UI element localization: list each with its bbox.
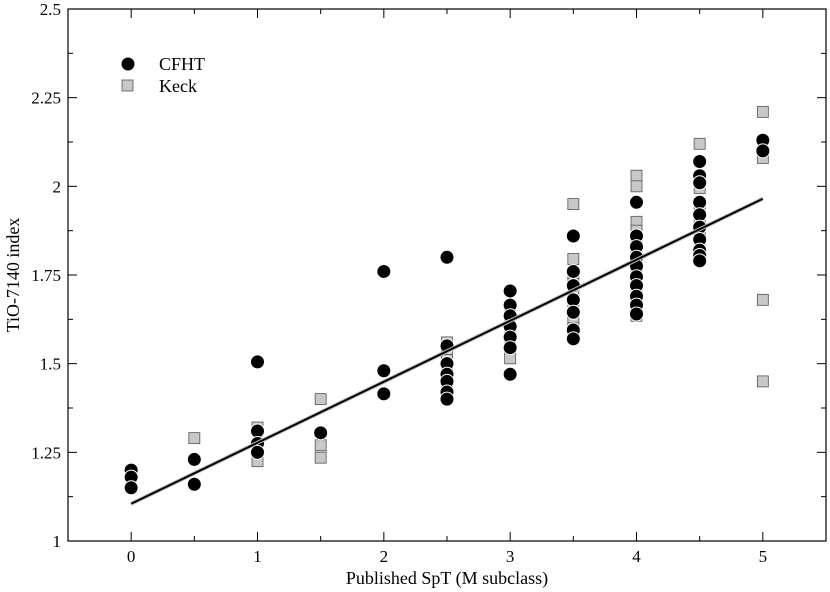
y-tick-label: 2 [53, 177, 62, 196]
legend: CFHT Keck [120, 54, 205, 96]
keck-point [756, 375, 769, 388]
cfht-point [502, 283, 518, 299]
keck-point [188, 432, 201, 445]
cfht-point [376, 263, 392, 279]
cfht-point [250, 444, 265, 460]
cfht-point [692, 194, 708, 210]
cfht-point [692, 175, 708, 191]
y-tick-label: 2.25 [31, 89, 61, 108]
cfht-point [439, 391, 455, 407]
keck-point [314, 451, 327, 464]
keck-point [567, 198, 580, 210]
cfht-points [123, 132, 771, 496]
x-tick-label: 0 [127, 547, 136, 566]
keck-point [567, 253, 580, 265]
cfht-point [123, 480, 139, 496]
x-tick-label: 3 [506, 547, 515, 566]
tick-labels: 0 1 2 3 4 5 1 1.25 1.5 1.75 2 2.25 2.5 [31, 0, 767, 566]
legend-keck-marker [121, 79, 134, 92]
x-tick-label: 5 [759, 547, 768, 566]
legend-cfht-marker [120, 56, 136, 72]
cfht-point [565, 292, 581, 308]
cfht-point [186, 476, 202, 492]
cfht-point [565, 228, 581, 244]
y-tick-label: 1.25 [31, 443, 61, 462]
legend-cfht-label: CFHT [159, 54, 205, 74]
fit-line [130, 197, 764, 505]
x-axis-label: Published SpT (M subclass) [346, 568, 548, 589]
cfht-point [565, 263, 581, 279]
cfht-point [250, 423, 265, 439]
cfht-point [502, 366, 518, 382]
y-axis-label: TiO-7140 index [3, 218, 23, 333]
cfht-point [313, 425, 329, 441]
cfht-point [502, 340, 518, 356]
keck-point [693, 137, 706, 150]
keck-points [188, 105, 769, 468]
keck-point [314, 393, 327, 406]
y-tick-label: 1.75 [31, 266, 61, 285]
cfht-point [629, 306, 644, 322]
cfht-point [565, 304, 581, 320]
x-tick-label: 2 [380, 547, 389, 566]
cfht-point [692, 253, 708, 269]
cfht-point [692, 154, 708, 170]
cfht-point [250, 354, 265, 370]
cfht-point [565, 331, 581, 347]
x-tick-label: 1 [253, 547, 262, 566]
fit-line-group [130, 196, 764, 506]
keck-point [756, 105, 769, 118]
cfht-point [692, 207, 708, 223]
axis-ticks [67, 8, 827, 542]
keck-point [630, 169, 643, 182]
keck-point [630, 180, 643, 193]
cfht-point [629, 194, 644, 210]
y-tick-label: 2.5 [40, 0, 61, 19]
cfht-point [755, 143, 771, 159]
cfht-point [186, 451, 202, 467]
cfht-point [376, 386, 392, 402]
keck-point [314, 439, 327, 452]
legend-keck-label: Keck [159, 76, 197, 96]
keck-point [756, 293, 769, 306]
y-tick-label: 1 [53, 532, 62, 551]
cfht-point [376, 363, 392, 379]
y-tick-label: 1.5 [40, 355, 61, 374]
x-tick-label: 4 [632, 547, 641, 566]
cfht-point [439, 249, 455, 265]
